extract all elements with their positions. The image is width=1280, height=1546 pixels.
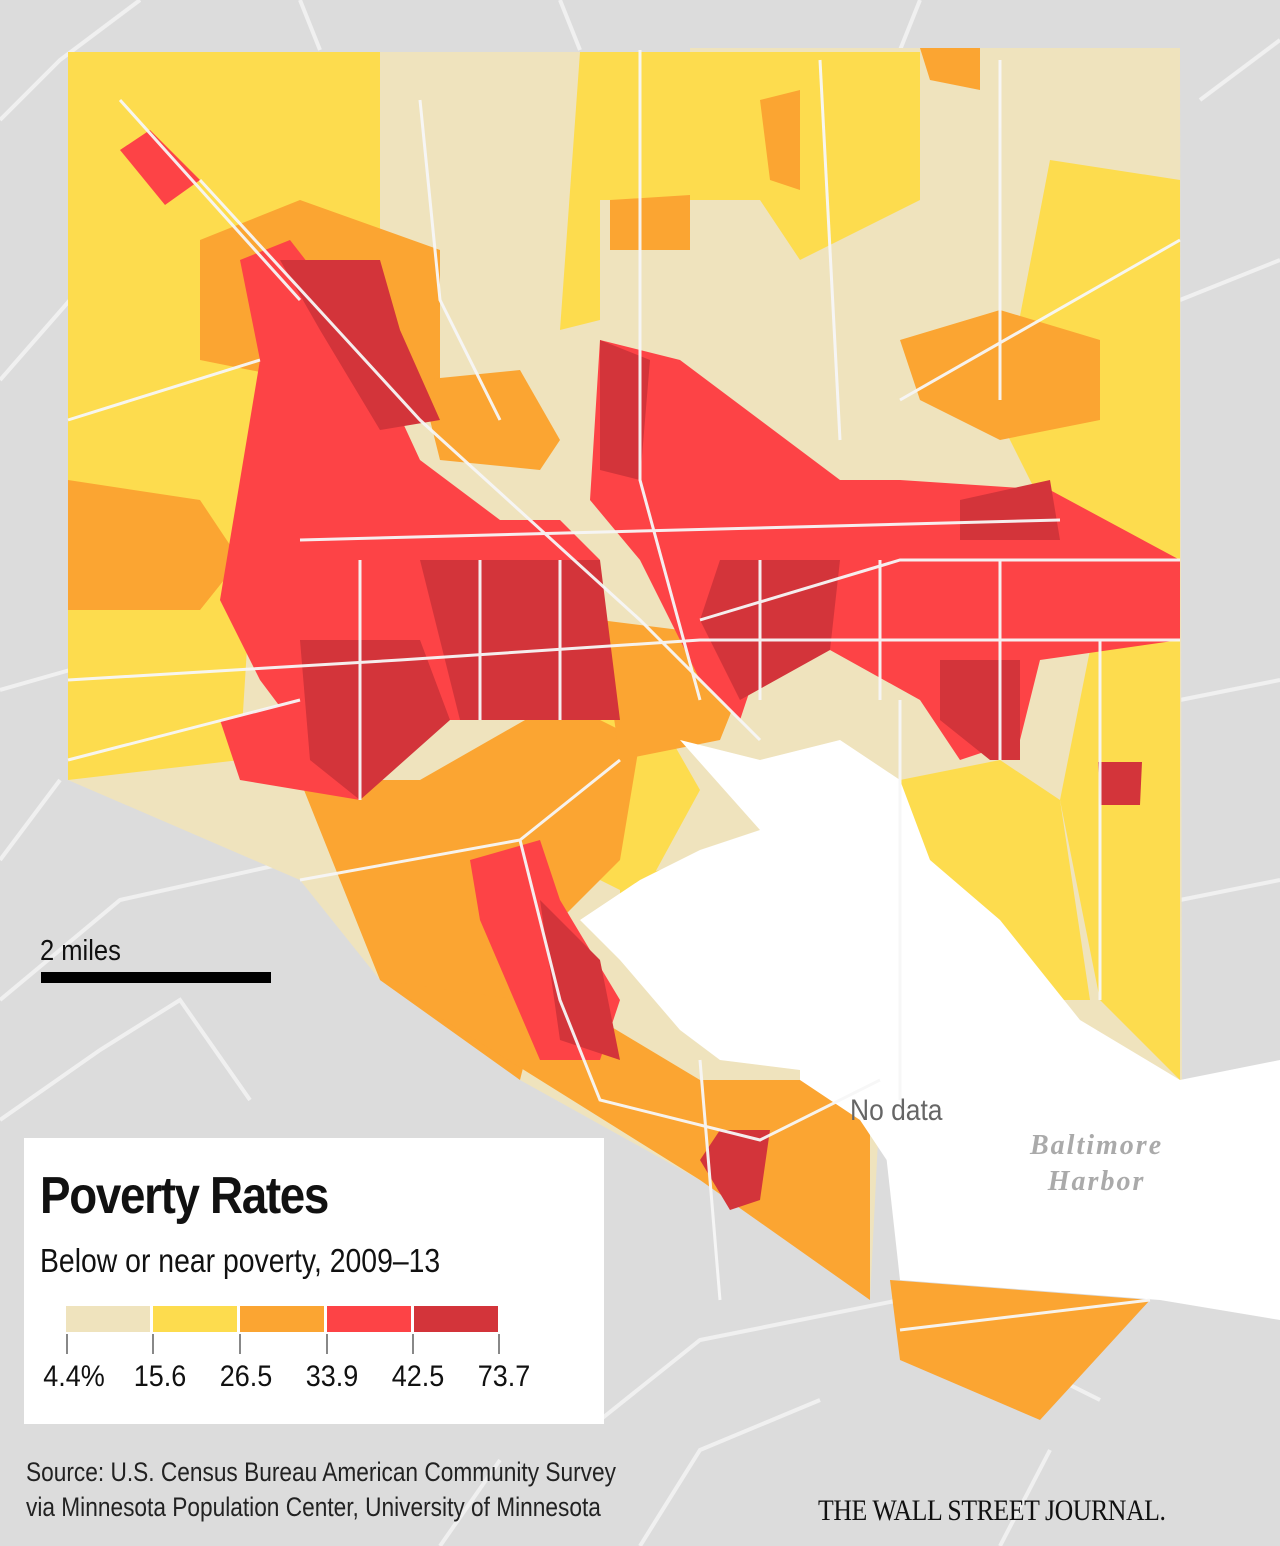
legend-tick-label: 15.6 [133,1360,187,1393]
legend-swatch-3 [240,1306,324,1332]
harbor-water [580,740,1280,1320]
legend-swatch-5 [414,1306,498,1332]
legend-tick-label: 4.4% [43,1360,105,1393]
city-roads [67,50,1181,1332]
scale-bar [41,972,271,983]
legend-title: Poverty Rates [40,1167,329,1225]
legend-tick [412,1334,414,1354]
legend-tick [66,1334,68,1354]
source-note: Source: U.S. Census Bureau American Comm… [26,1455,616,1525]
source-line-2: via Minnesota Population Center, Univers… [26,1492,601,1522]
no-data-label: No data [850,1094,943,1127]
legend-swatches [66,1306,498,1332]
legend-tick-label: 42.5 [391,1360,445,1393]
legend-tick-label: 73.7 [477,1360,531,1393]
legend-tick [239,1334,241,1354]
legend-tick-label: 33.9 [305,1360,359,1393]
legend-tick-label: 26.5 [219,1360,273,1393]
legend-swatch-1 [66,1306,150,1332]
legend-swatch-4 [327,1306,411,1332]
legend-tick [498,1334,500,1354]
publisher-logo: THE WALL STREET JOURNAL. [818,1494,1166,1527]
source-line-1: Source: U.S. Census Bureau American Comm… [26,1457,616,1487]
harbor-label: Baltimore Harbor [1030,1128,1163,1200]
legend-swatch-2 [153,1306,237,1332]
legend-tick [152,1334,154,1354]
harbor-label-line2: Harbor [1047,1166,1146,1197]
scale-bar-label: 2 miles [40,935,121,967]
legend: Poverty Rates Below or near poverty, 200… [24,1138,604,1424]
legend-tick [326,1334,328,1354]
legend-ticks [66,1334,513,1356]
legend-subtitle: Below or near poverty, 2009–13 [40,1242,441,1279]
harbor-label-line1: Baltimore [1030,1130,1164,1161]
